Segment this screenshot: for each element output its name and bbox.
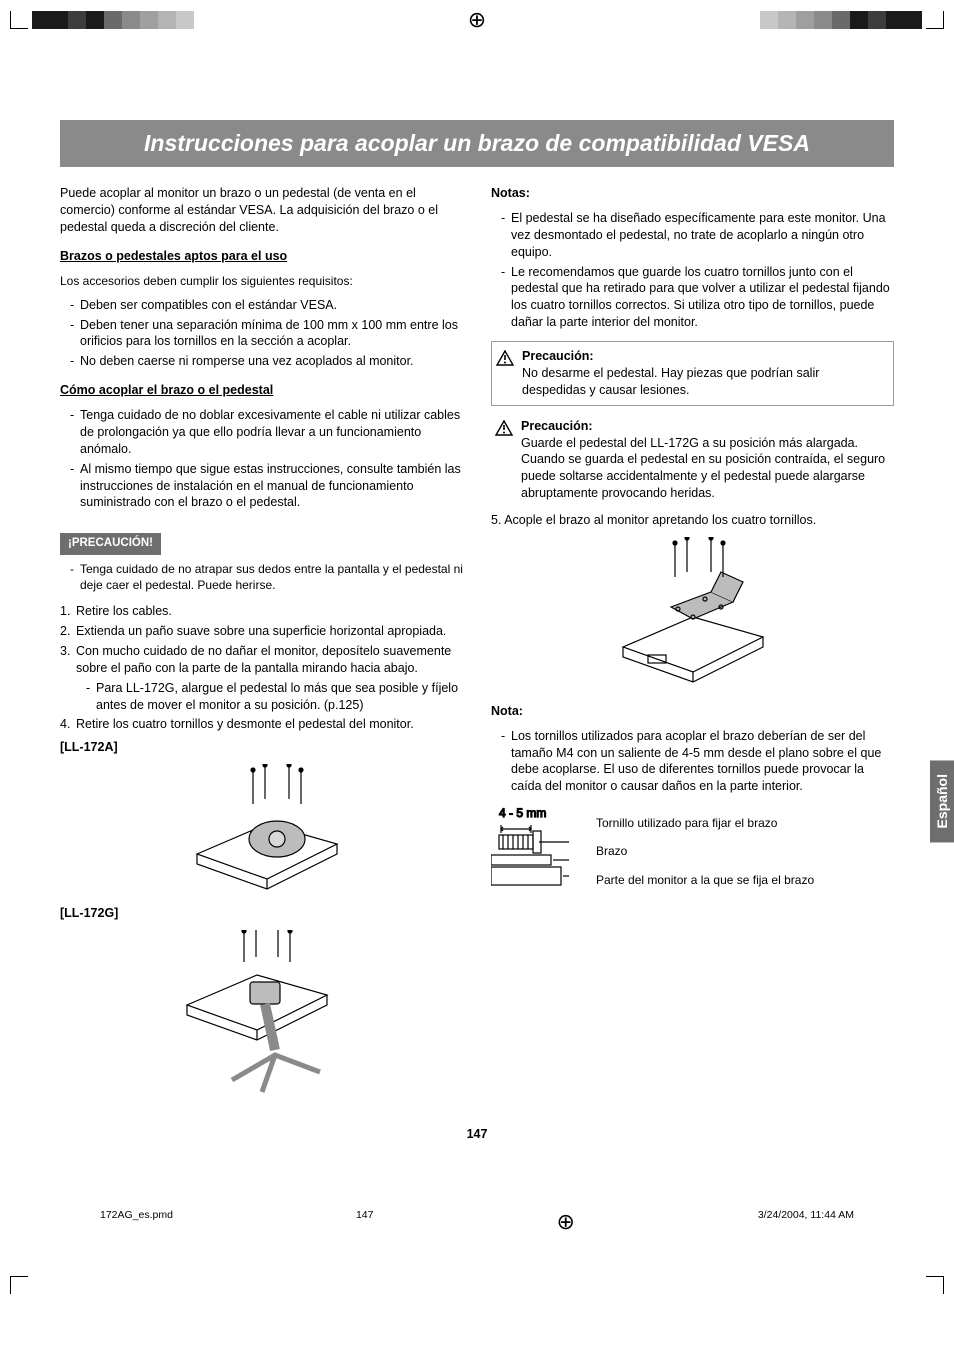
screw-label-b: Brazo xyxy=(596,843,814,859)
illustration-ll172g xyxy=(60,930,463,1105)
screw-label-a: Tornillo utilizado para fijar el brazo xyxy=(596,815,814,831)
list-item: El pedestal se ha diseñado específicamen… xyxy=(501,210,894,261)
screw-label-c: Parte del monitor a la que se fija el br… xyxy=(596,872,814,888)
list-item: Los tornillos utilizados para acoplar el… xyxy=(501,728,894,796)
caution-badge: ¡PRECAUCIÓN! xyxy=(60,533,161,555)
illustration-ll172a xyxy=(60,764,463,899)
attach-notes-list: Tenga cuidado de no doblar excesivamente… xyxy=(60,407,463,511)
intro-paragraph: Puede acoplar al monitor un brazo o un p… xyxy=(60,185,463,236)
step-1: Retire los cables. xyxy=(60,603,463,620)
colorbar-left xyxy=(32,11,194,29)
caution-1-text: No desarme el pedestal. Hay piezas que p… xyxy=(522,366,819,397)
left-column: Puede acoplar al monitor un brazo o un p… xyxy=(60,185,463,1111)
registration-mark-top: ⊕ xyxy=(468,7,486,33)
caution-list: Tenga cuidado de no atrapar sus dedos en… xyxy=(60,561,463,593)
arms-requirements-list: Deben ser compatibles con el estándar VE… xyxy=(60,297,463,371)
notas-list: El pedestal se ha diseñado específicamen… xyxy=(491,210,894,331)
footer-metadata: 172AG_es.pmd 147 ⊕ 3/24/2004, 11:44 AM xyxy=(0,1201,954,1265)
page-content: Instrucciones para acoplar un brazo de c… xyxy=(0,40,954,1201)
list-item: Le recomendamos que guarde los cuatro to… xyxy=(501,264,894,332)
nota-heading: Nota: xyxy=(491,703,894,720)
step-3-sub: Para LL-172G, alargue el pedestal lo más… xyxy=(86,680,463,714)
nota-list: Los tornillos utilizados para acoplar el… xyxy=(491,728,894,796)
list-item: Deben tener una separación mínima de 100… xyxy=(70,317,463,351)
model-label-a: [LL-172A] xyxy=(60,739,463,756)
list-item: No deben caerse ni romperse una vez acop… xyxy=(70,353,463,370)
warning-icon xyxy=(491,418,513,502)
step-5: 5. Acople el brazo al monitor apretando … xyxy=(491,512,894,529)
list-item: Tenga cuidado de no doblar excesivamente… xyxy=(70,407,463,458)
subhead-arms: Brazos o pedestales aptos para el uso xyxy=(60,248,463,265)
step-2: Extienda un paño suave sobre una superfi… xyxy=(60,623,463,640)
subhead-attach: Cómo acoplar el brazo o el pedestal xyxy=(60,382,463,399)
caution-2-head: Precaución: xyxy=(521,418,894,435)
step-3-text: Con mucho cuidado de no dañar el monitor… xyxy=(76,644,451,675)
caution-1-head: Precaución: xyxy=(522,348,885,365)
illustration-screw-spec: 4 - 5 mm Tornillo utilizado par xyxy=(491,805,894,925)
model-label-g: [LL-172G] xyxy=(60,905,463,922)
crop-marks-top: ⊕ xyxy=(0,0,954,40)
step-3: Con mucho cuidado de no dañar el monitor… xyxy=(60,643,463,714)
subhead-arms-line: Los accesorios deben cumplir los siguien… xyxy=(60,273,463,289)
list-item: Al mismo tiempo que sigue estas instrucc… xyxy=(70,461,463,512)
footer-page: 147 xyxy=(356,1209,374,1235)
language-tab: Español xyxy=(930,760,954,842)
warning-icon xyxy=(492,348,514,399)
screw-dim-text: 4 - 5 mm xyxy=(499,806,546,820)
list-item: Deben ser compatibles con el estándar VE… xyxy=(70,297,463,314)
steps-list: Retire los cables. Extienda un paño suav… xyxy=(60,603,463,733)
step-4: Retire los cuatro tornillos y desmonte e… xyxy=(60,716,463,733)
list-item: Tenga cuidado de no atrapar sus dedos en… xyxy=(70,561,463,593)
caution-2-text: Guarde el pedestal del LL-172G a su posi… xyxy=(521,436,885,501)
footer-filename: 172AG_es.pmd xyxy=(100,1209,173,1235)
caution-block-2: Precaución: Guarde el pedestal del LL-17… xyxy=(491,416,894,504)
illustration-arm-attach xyxy=(491,537,894,697)
notas-heading: Notas: xyxy=(491,185,894,202)
footer-datetime: 3/24/2004, 11:44 AM xyxy=(758,1209,854,1235)
registration-mark-bottom: ⊕ xyxy=(556,1209,574,1235)
right-column: Notas: El pedestal se ha diseñado especí… xyxy=(491,185,894,1111)
crop-marks-bottom xyxy=(0,1265,954,1305)
colorbar-right xyxy=(760,11,922,29)
page-title-banner: Instrucciones para acoplar un brazo de c… xyxy=(60,120,894,167)
page-number: 147 xyxy=(60,1127,894,1141)
caution-block-1: Precaución: No desarme el pedestal. Hay … xyxy=(491,341,894,406)
